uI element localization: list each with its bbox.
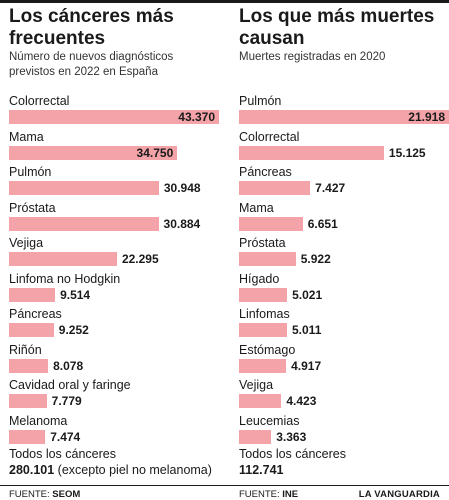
value-label: 8.078 xyxy=(53,358,84,373)
chart-subtitle-frecuentes: Número de nuevos diagnósticos previstos … xyxy=(9,51,174,78)
category-label: Pulmón xyxy=(239,94,282,108)
source-muertes: FUENTE: INE xyxy=(239,489,298,500)
category-label: Páncreas xyxy=(239,165,292,179)
bar xyxy=(9,252,117,266)
bar xyxy=(239,358,287,373)
bar xyxy=(9,287,56,302)
source-frecuentes: FUENTE: SEOM xyxy=(9,489,80,500)
bar xyxy=(239,394,282,408)
bar xyxy=(9,145,178,160)
bar xyxy=(9,429,46,444)
category-label: Colorrectal xyxy=(9,94,70,108)
category-label: Mama xyxy=(239,200,274,215)
bar xyxy=(9,110,219,124)
category-label: Próstata xyxy=(9,200,56,215)
value-label: 22.295 xyxy=(121,252,159,266)
bar xyxy=(9,216,159,231)
bar xyxy=(239,145,384,160)
value-label: 5.922 xyxy=(300,252,331,266)
bar xyxy=(239,429,272,444)
total-note-frecuentes: (excepto piel no melanoma) xyxy=(57,463,212,477)
category-label: Mama xyxy=(9,129,44,144)
source-name-frecuentes: SEOM xyxy=(52,489,81,500)
brand-logo: LA VANGUARDIA xyxy=(358,489,440,500)
value-label: 7.427 xyxy=(315,181,346,195)
bar xyxy=(239,323,287,337)
category-label: Linfoma no Hodgkin xyxy=(9,271,121,286)
bottom-rule xyxy=(0,485,449,486)
value-label: 9.252 xyxy=(58,323,89,337)
total-value-frecuentes: 280.101 (excepto piel no melanoma) xyxy=(9,463,212,477)
total-label-muertes: Todos los cánceres xyxy=(239,447,347,461)
category-label: Vejiga xyxy=(9,236,44,250)
value-label: 15.125 xyxy=(388,145,426,160)
value-label: 7.474 xyxy=(50,429,81,444)
category-label: Hígado xyxy=(239,271,280,286)
bar xyxy=(239,252,296,266)
category-label: Próstata xyxy=(239,236,286,250)
bar xyxy=(239,216,303,231)
bar xyxy=(239,181,311,195)
total-label-frecuentes: Todos los cánceres xyxy=(9,447,117,461)
value-label: 34.750 xyxy=(136,145,174,160)
value-label: 3.363 xyxy=(276,429,307,444)
value-label: 7.779 xyxy=(51,394,82,408)
category-label: Riñón xyxy=(9,342,42,357)
value-label: 21.918 xyxy=(408,110,445,124)
category-label: Melanoma xyxy=(9,413,68,428)
bar xyxy=(9,181,159,195)
value-label: 9.514 xyxy=(60,287,91,302)
source-label-frecuentes: FUENTE: xyxy=(9,489,50,500)
value-label: 5.021 xyxy=(292,287,323,302)
total-value-muertes: 112.741 xyxy=(239,463,284,477)
value-label: 6.651 xyxy=(307,216,338,231)
chart-title-muertes: Los que más muertes causan xyxy=(239,6,435,49)
category-label: Estómago xyxy=(239,342,296,357)
value-label: 4.423 xyxy=(286,394,317,408)
category-label: Páncreas xyxy=(9,307,62,321)
value-label: 5.011 xyxy=(292,323,322,337)
category-label: Linfomas xyxy=(239,307,290,321)
source-label-muertes: FUENTE: xyxy=(239,489,280,500)
value-label: 4.917 xyxy=(291,358,322,373)
value-label: 30.948 xyxy=(163,181,201,195)
total-number-frecuentes: 280.101 xyxy=(9,463,55,477)
bar xyxy=(239,287,288,302)
bar xyxy=(9,358,49,373)
bar xyxy=(9,323,54,337)
bar xyxy=(239,110,449,124)
total-number-muertes: 112.741 xyxy=(239,463,284,477)
category-label: Vejiga xyxy=(239,378,274,392)
bar xyxy=(9,394,47,408)
value-label: 30.884 xyxy=(163,216,201,231)
category-label: Colorrectal xyxy=(239,129,300,144)
category-label: Cavidad oral y faringe xyxy=(9,378,131,392)
chart-title-frecuentes: Los cánceres más frecuentes xyxy=(9,6,174,49)
top-rule xyxy=(0,0,449,3)
value-label: 43.370 xyxy=(178,110,215,124)
chart-subtitle-muertes: Muertes registradas en 2020 xyxy=(239,51,386,63)
category-label: Leucemias xyxy=(239,413,300,428)
source-name-muertes: INE xyxy=(282,489,299,500)
category-label: Pulmón xyxy=(9,165,52,179)
